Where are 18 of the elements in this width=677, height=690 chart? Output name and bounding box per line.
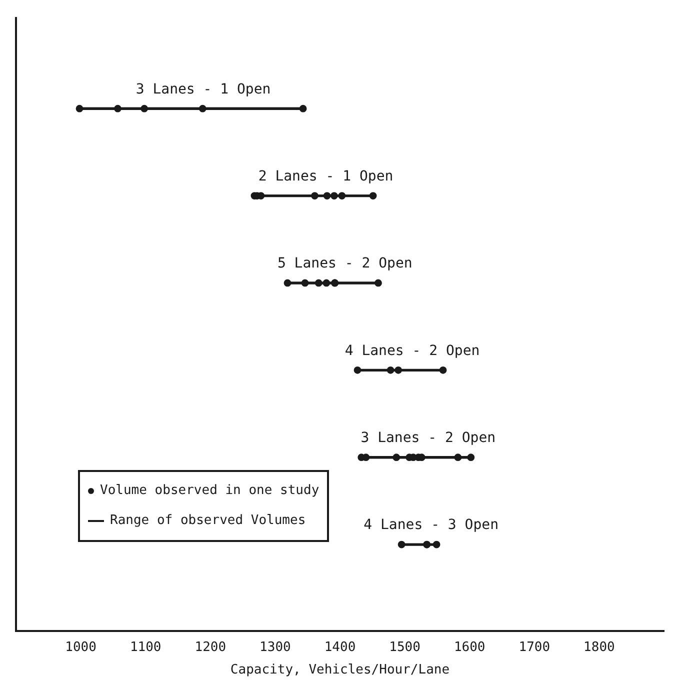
x-tick-label: 1300	[260, 640, 291, 655]
y-tick-label: 5 Lanes - 2 Open	[277, 256, 412, 272]
legend-label: Volume observed in one study	[100, 482, 320, 500]
legend-label: Range of observed Volumes	[110, 512, 306, 530]
x-tick-label: 1400	[324, 640, 356, 655]
x-tick-label: 1500	[389, 640, 420, 655]
x-tick-label: 1200	[194, 640, 226, 655]
y-tick-label: 3 Lanes - 1 Open	[136, 81, 271, 98]
x-axis-title: Capacity, Vehicles/Hour/Lane	[230, 662, 450, 678]
x-tick-label: 1000	[65, 640, 96, 655]
x-tick-label: 1600	[454, 640, 486, 655]
y-tick-label: 3 Lanes - 2 Open	[360, 430, 496, 446]
y-tick-label: 4 Lanes - 3 Open	[364, 517, 498, 534]
y-tick-label: 4 Lanes - 2 Open	[344, 342, 480, 359]
x-tick-label: 1800	[584, 640, 615, 655]
x-tick-label: 1100	[130, 640, 162, 655]
y-tick-label: 2 Lanes - 1 Open	[258, 168, 394, 184]
x-tick-label: 1700	[518, 640, 550, 655]
